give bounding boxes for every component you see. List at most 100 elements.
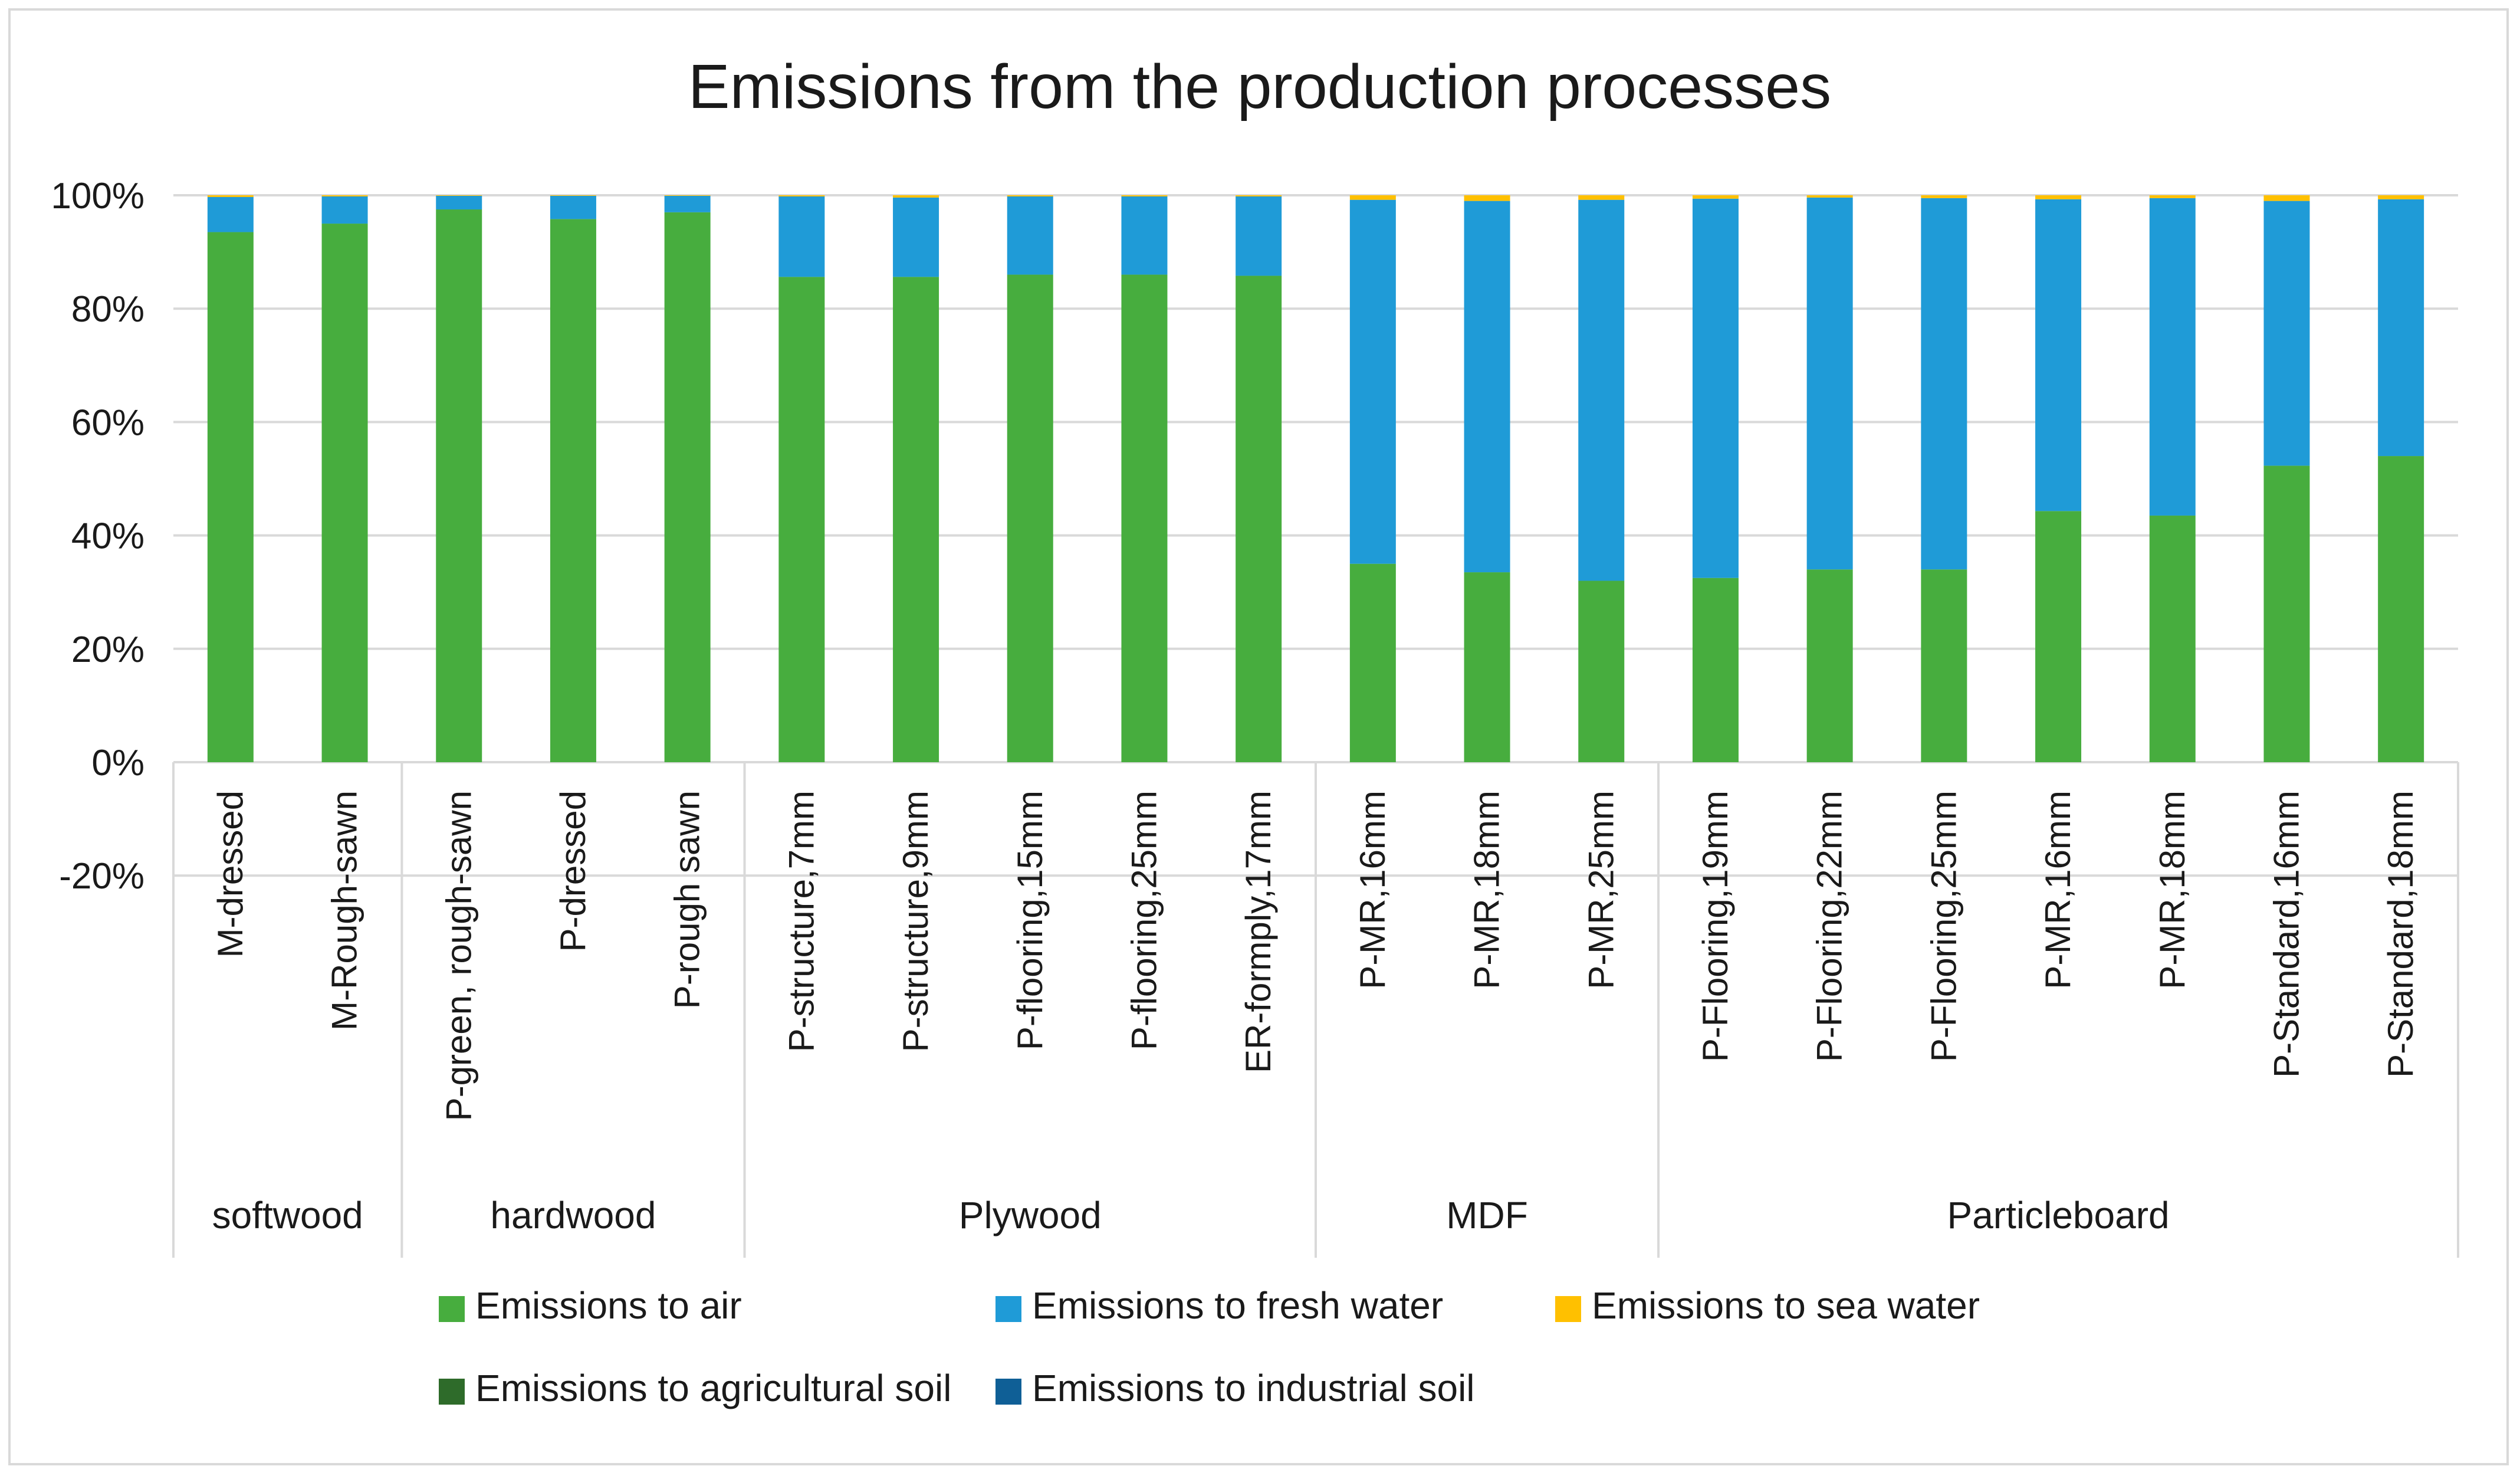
group-label: MDF <box>1446 1194 1528 1236</box>
category-label: P-flooring,25mm <box>1124 791 1164 1050</box>
y-tick-label: 60% <box>71 402 144 443</box>
bar-segment-series-0 <box>1007 274 1053 762</box>
category-label: P-Standard,16mm <box>2266 791 2306 1078</box>
bar-segment-series-0 <box>321 224 368 762</box>
category-label: M-dressed <box>211 791 250 957</box>
category-label: P-Flooring,25mm <box>1924 791 1963 1062</box>
bar-segment-series-2 <box>1464 195 1510 201</box>
bar-segment-series-2 <box>1921 195 1967 198</box>
bar-segment-series-1 <box>1464 201 1510 573</box>
bar-segment-series-0 <box>436 209 482 762</box>
bar-segment-series-2 <box>2263 195 2310 201</box>
bar-segment-series-0 <box>1236 275 1282 762</box>
bar-layer <box>207 195 2424 763</box>
bar-segment-series-2 <box>1806 195 1853 198</box>
bar-segment-series-1 <box>2149 198 2196 516</box>
bar-segment-series-2 <box>1236 195 1282 196</box>
y-axis-ticks: -20% 0% 20% 40% 60% 80% 100% <box>51 176 144 897</box>
bar-segment-series-2 <box>321 195 368 196</box>
legend-swatch <box>439 1379 465 1405</box>
bar-segment-series-1 <box>893 197 939 277</box>
category-label: P-Standard,18mm <box>2381 791 2420 1078</box>
bar-segment-series-1 <box>207 196 254 232</box>
category-label: P-structure,7mm <box>781 791 821 1052</box>
category-label: P-Flooring,22mm <box>1810 791 1849 1062</box>
group-label: softwood <box>212 1194 363 1236</box>
category-label: P-rough sawn <box>668 791 707 1009</box>
legend: Emissions to air Emissions to fresh water… <box>439 1284 1980 1409</box>
bar-segment-series-1 <box>1921 198 1967 570</box>
category-label: P-MR,18mm <box>1467 791 1507 989</box>
bar-segment-series-2 <box>550 195 596 196</box>
bar-segment-series-0 <box>1349 563 1396 762</box>
y-tick-label: 0% <box>91 743 144 783</box>
bar-segment-series-0 <box>1578 580 1625 762</box>
bar-segment-series-2 <box>2378 195 2424 199</box>
bar-segment-series-2 <box>2149 195 2196 198</box>
bar-segment-series-1 <box>778 196 825 277</box>
legend-swatch <box>995 1296 1021 1322</box>
bar-segment-series-1 <box>2378 199 2424 457</box>
legend-label: Emissions to fresh water <box>1032 1284 1443 1327</box>
legend-label: Emissions to industrial soil <box>1032 1367 1475 1409</box>
category-label: P-dressed <box>553 791 593 952</box>
bar-segment-series-0 <box>2263 465 2310 762</box>
bar-segment-series-1 <box>550 195 596 219</box>
bar-segment-series-0 <box>664 212 711 763</box>
category-axis: softwood hardwood Plywood MDF Particleboard M… <box>172 762 2459 1258</box>
legend-label: Emissions to air <box>475 1284 742 1327</box>
y-tick-label: -20% <box>59 856 144 897</box>
category-label: P-MR,25mm <box>1581 791 1621 989</box>
bar-segment-series-0 <box>893 277 939 762</box>
bar-segment-series-1 <box>1692 198 1739 578</box>
bar-segment-series-1 <box>1236 196 1282 276</box>
bar-segment-series-0 <box>2378 456 2424 762</box>
y-tick-label: 40% <box>71 516 144 557</box>
bar-segment-series-2 <box>1692 195 1739 199</box>
bar-segment-series-1 <box>1349 199 1396 564</box>
bar-segment-series-0 <box>778 277 825 762</box>
group-label: hardwood <box>490 1194 656 1236</box>
bar-segment-series-2 <box>1349 195 1396 200</box>
bar-segment-series-2 <box>436 195 482 196</box>
bar-segment-series-0 <box>550 219 596 762</box>
legend-label: Emissions to sea water <box>1592 1284 1980 1327</box>
bar-segment-series-1 <box>664 195 711 212</box>
group-label: Plywood <box>959 1194 1102 1236</box>
bar-segment-series-2 <box>2035 195 2082 199</box>
bar-segment-series-2 <box>1578 195 1625 200</box>
category-label: M-Rough-sawn <box>325 791 364 1031</box>
bar-segment-series-2 <box>664 195 711 196</box>
bar-segment-series-0 <box>207 232 254 763</box>
bar-segment-series-2 <box>1007 195 1053 196</box>
bar-segment-series-1 <box>1007 196 1053 275</box>
category-label: P-flooring,15mm <box>1010 791 1050 1050</box>
y-tick-label: 80% <box>71 289 144 330</box>
bar-segment-series-2 <box>778 195 825 196</box>
bar-segment-series-1 <box>321 196 368 224</box>
legend-swatch <box>995 1379 1021 1405</box>
bar-segment-series-0 <box>1121 274 1168 762</box>
bar-segment-series-1 <box>1578 199 1625 581</box>
bar-segment-series-0 <box>2149 515 2196 762</box>
bar-segment-series-0 <box>1692 578 1739 762</box>
bar-segment-series-2 <box>893 195 939 198</box>
chart-title: Emissions from the production processes <box>688 52 1831 122</box>
category-label: P-structure,9mm <box>896 791 935 1052</box>
bar-segment-series-1 <box>436 195 482 210</box>
bar-segment-series-0 <box>2035 511 2082 762</box>
legend-swatch <box>439 1296 465 1322</box>
bar-segment-series-2 <box>207 195 254 197</box>
bar-segment-series-0 <box>1921 569 1967 762</box>
bar-segment-series-0 <box>1806 569 1853 762</box>
category-label: P-Flooring,19mm <box>1696 791 1735 1062</box>
bar-segment-series-1 <box>1806 197 1853 570</box>
legend-swatch <box>1555 1296 1581 1322</box>
category-label: P-MR,18mm <box>2153 791 2192 989</box>
bar-segment-series-1 <box>2263 201 2310 466</box>
bar-segment-series-0 <box>1464 572 1510 762</box>
bar-segment-series-1 <box>1121 196 1168 275</box>
category-label: ER-formply,17mm <box>1238 791 1278 1073</box>
bar-segment-series-2 <box>1121 195 1168 196</box>
